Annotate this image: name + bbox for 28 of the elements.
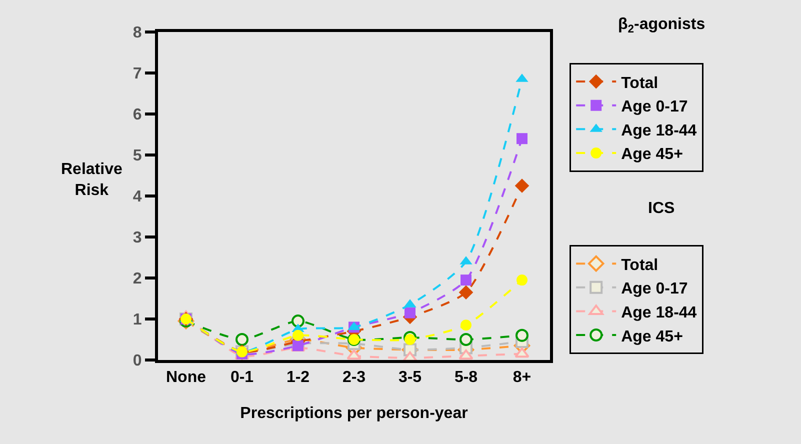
x-axis-title: Prescriptions per person-year: [240, 404, 468, 422]
legend-label: Total: [621, 74, 658, 92]
y-tick-label: 6: [132, 106, 142, 124]
x-tick-label: 1-2: [286, 369, 310, 386]
y-tick-label: 3: [132, 230, 142, 247]
legend-label: Age 18-44: [621, 122, 697, 140]
y-tick-label: 0: [132, 352, 142, 370]
y-axis-title: Relative Risk: [61, 161, 122, 199]
y-tick-label: 5: [132, 148, 142, 165]
x-tick-label: 0-1: [230, 369, 254, 386]
x-tick-label: 2-3: [342, 369, 366, 386]
text: β$_{2}$-agonists: [618, 16, 706, 36]
x-tick-label: 8+: [512, 369, 532, 386]
y-tick-label: 7: [132, 66, 142, 83]
legend-label: Total: [621, 256, 658, 274]
legend-label: Age 0-17: [621, 280, 688, 298]
y-tick-label: 2: [132, 270, 142, 288]
legend-label: Age 0-17: [621, 98, 688, 116]
y-tick-label: 8: [132, 24, 142, 42]
y-tick-label: 4: [132, 188, 142, 206]
y-tick-label: 1: [132, 312, 142, 329]
x-tick-label: None: [166, 369, 206, 386]
legend-label: Age 45+: [621, 146, 683, 164]
legend-label: Age 18-44: [621, 304, 697, 322]
legend-label: Age 45+: [621, 328, 683, 346]
text: ICS: [648, 200, 675, 217]
x-tick-label: 5-8: [454, 369, 478, 386]
x-tick-label: 3-5: [398, 369, 422, 386]
